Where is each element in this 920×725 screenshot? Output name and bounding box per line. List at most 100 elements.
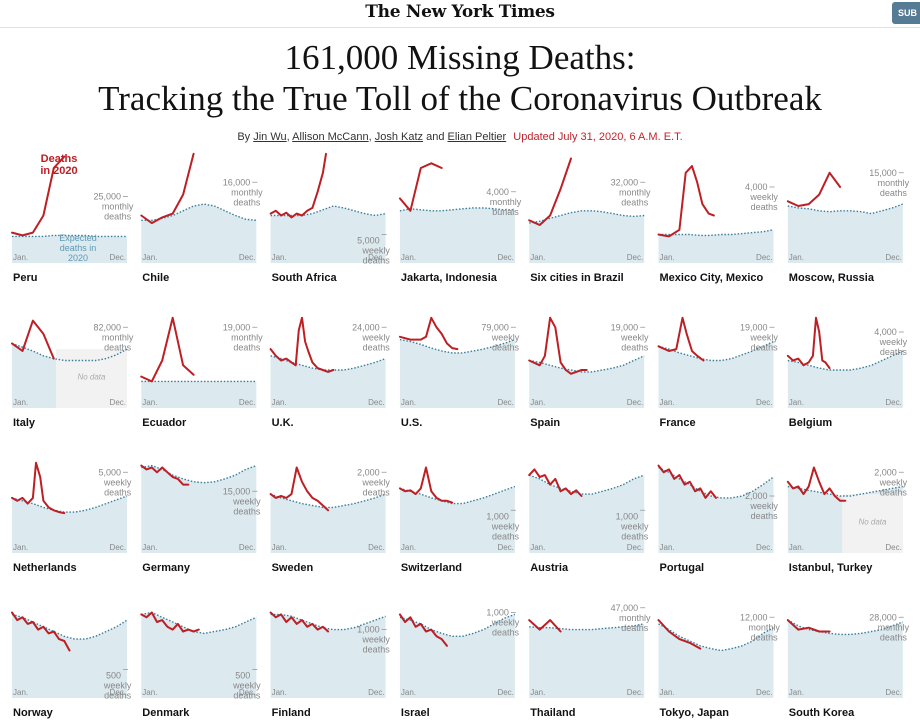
- reference-unit: deaths: [621, 197, 649, 207]
- reference-unit: weekly: [232, 681, 261, 691]
- actual-line: [140, 611, 200, 633]
- reference-unit: deaths: [751, 632, 779, 642]
- expected-area: [529, 355, 645, 408]
- expected-area: [399, 339, 515, 408]
- axis-label-end: Dec.: [497, 253, 513, 262]
- chart-panel: [657, 616, 775, 698]
- reference-unit: weekly: [232, 496, 261, 506]
- axis-label-start: Jan.: [142, 253, 157, 262]
- location-name: Mexico City, Mexico: [660, 272, 764, 284]
- byline: By Jin Wu, Allison McCann, Josh Katz and…: [0, 131, 920, 143]
- reference-unit: deaths: [880, 347, 908, 357]
- actual-line: [398, 162, 443, 212]
- byline-joiner: ,: [368, 131, 375, 143]
- reference-value: 79,000: [481, 322, 509, 332]
- chart-panel: [528, 607, 646, 698]
- reference-unit: monthly: [619, 613, 651, 623]
- axis-label-start: Jan.: [142, 398, 157, 407]
- axis-label-end: Dec.: [239, 543, 255, 552]
- reference-value: 19,000: [223, 322, 251, 332]
- expected-line: [12, 234, 127, 238]
- chart-panel: [528, 468, 646, 553]
- masthead-logo[interactable]: The New York Times: [365, 2, 555, 22]
- reference-unit: deaths: [363, 342, 391, 352]
- subscribe-button[interactable]: SUB: [892, 2, 920, 24]
- axis-label-end: Dec.: [885, 398, 901, 407]
- reference-value: 5,000: [98, 467, 121, 477]
- expected-line: [399, 207, 515, 212]
- axis-label-end: Dec.: [756, 253, 772, 262]
- chart-panel: [657, 464, 775, 553]
- reference-unit: deaths: [621, 531, 649, 541]
- actual-line: [269, 316, 335, 373]
- expected-line: [270, 493, 386, 509]
- axis-label-end: Dec.: [239, 688, 255, 697]
- reference-unit: deaths: [621, 342, 649, 352]
- location-name: Spain: [530, 417, 560, 429]
- axis-label-end: Dec.: [368, 688, 384, 697]
- expected-area: [12, 496, 127, 553]
- location-name: Netherlands: [13, 562, 77, 574]
- actual-line: [398, 613, 448, 647]
- reference-unit: deaths: [363, 256, 391, 266]
- expected-area: [529, 623, 645, 698]
- axis-label-start: Jan.: [272, 398, 287, 407]
- axis-label-end: Dec.: [885, 253, 901, 262]
- author-link[interactable]: Josh Katz: [374, 131, 424, 143]
- location-name: Belgium: [789, 417, 833, 429]
- reference-unit: burials: [492, 207, 519, 217]
- reference-unit: deaths: [233, 342, 261, 352]
- expected-area: [12, 235, 127, 263]
- byline-prefix: By: [237, 131, 251, 143]
- axis-label-start: Jan.: [660, 543, 675, 552]
- reference-unit: weekly: [361, 332, 390, 342]
- legend-actual-label: in 2020: [40, 165, 77, 177]
- axis-label-start: Jan.: [272, 543, 287, 552]
- expected-area: [141, 465, 257, 553]
- reference-value: 500: [235, 671, 250, 681]
- reference-unit: weekly: [361, 246, 390, 256]
- expected-area: [787, 620, 903, 698]
- reference-value: 4,000: [745, 182, 768, 192]
- chart-panel: [528, 157, 646, 263]
- reference-value: 4,000: [874, 327, 897, 337]
- axis-label-start: Jan.: [660, 253, 675, 262]
- location-name: U.S.: [401, 417, 422, 429]
- axis-label-end: Dec.: [885, 688, 901, 697]
- author-link[interactable]: Allison McCann: [292, 131, 369, 143]
- expected-line: [399, 613, 516, 637]
- legend-expected-label: 2020: [68, 253, 88, 263]
- author-link[interactable]: Elian Peltier: [447, 131, 507, 143]
- author-link[interactable]: Jin Wu: [253, 131, 287, 143]
- chart-panel: [398, 316, 516, 408]
- axis-label-start: Jan.: [401, 543, 416, 552]
- reference-unit: deaths: [363, 645, 391, 655]
- axis-label-start: Jan.: [13, 253, 28, 262]
- expected-area: [529, 210, 645, 263]
- chart-panel: [269, 611, 387, 698]
- axis-label-start: Jan.: [401, 398, 416, 407]
- reference-unit: weekly: [491, 521, 520, 531]
- actual-line: [269, 611, 330, 633]
- reference-unit: weekly: [749, 192, 778, 202]
- no-data-box: [55, 349, 128, 408]
- chart-panel: [269, 466, 387, 553]
- reference-unit: weekly: [491, 618, 520, 628]
- reference-unit: deaths: [363, 487, 391, 497]
- axis-label-end: Dec.: [239, 398, 255, 407]
- expected-area: [399, 486, 515, 553]
- reference-value: 82,000: [93, 322, 121, 332]
- reference-value: 47,000: [611, 603, 639, 613]
- actual-line: [657, 165, 715, 238]
- actual-line: [140, 464, 190, 486]
- reference-unit: monthly: [490, 197, 522, 207]
- reference-unit: deaths: [233, 197, 261, 207]
- axis-label-end: Dec.: [110, 398, 126, 407]
- expected-area: [270, 206, 386, 263]
- expected-area: [12, 614, 127, 698]
- axis-label-start: Jan.: [660, 688, 675, 697]
- reference-value: 15,000: [223, 486, 251, 496]
- axis-label-end: Dec.: [627, 543, 643, 552]
- expected-area: [529, 475, 645, 553]
